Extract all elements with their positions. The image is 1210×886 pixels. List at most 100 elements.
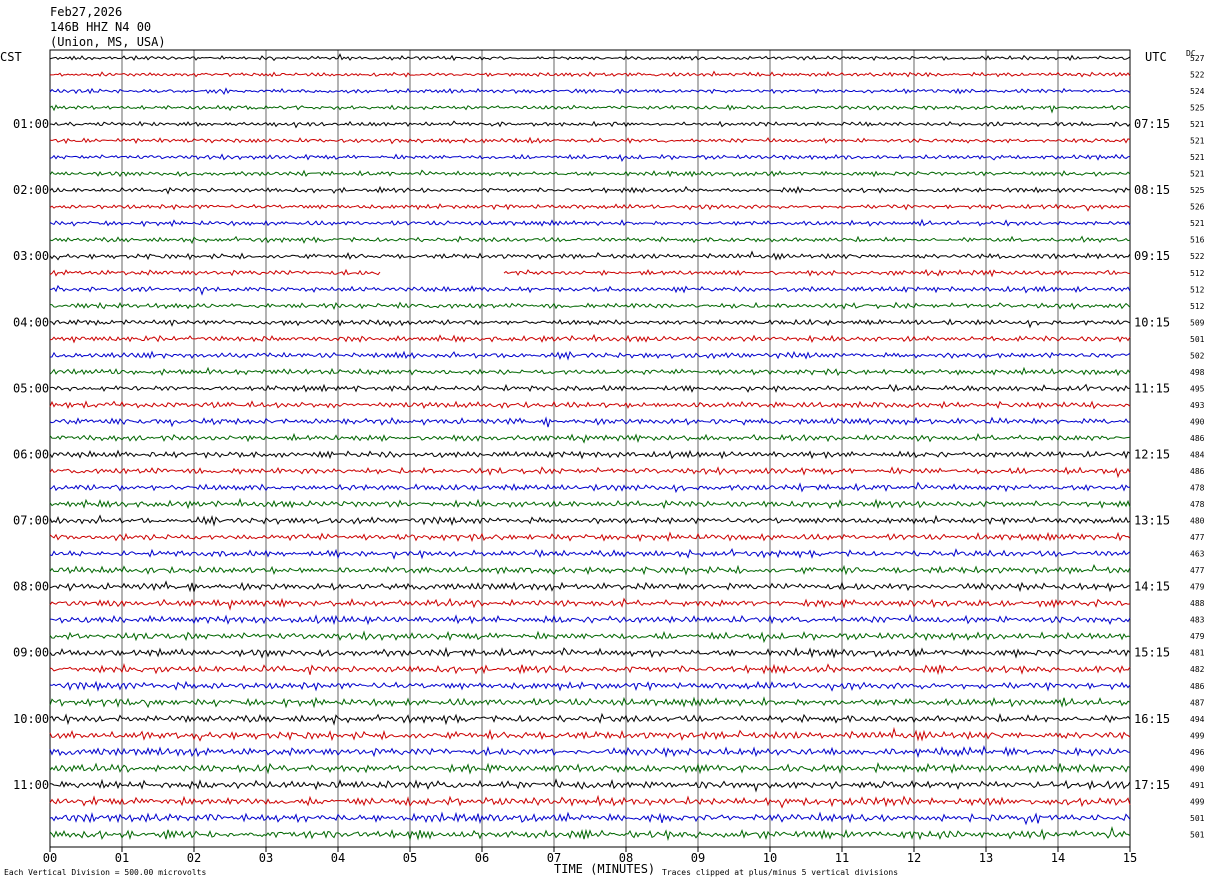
dc-offset-label: 525 [1190, 186, 1205, 195]
trace-line [49, 726, 1131, 742]
x-tick-label: 11 [835, 851, 849, 865]
trace-line [49, 825, 1131, 842]
dc-offset-label: 499 [1190, 731, 1205, 740]
dc-offset-label: 502 [1190, 351, 1205, 360]
dc-offset-label: 486 [1190, 467, 1205, 476]
station-code: 146B HHZ N4 00 [50, 20, 152, 34]
right-time-label: 08:15 [1134, 183, 1170, 197]
dc-offset-label: 521 [1190, 120, 1205, 129]
dc-offset-label: 478 [1190, 484, 1205, 493]
x-tick-label: 02 [187, 851, 201, 865]
dc-offset-label: 484 [1190, 450, 1205, 459]
dc-offset-label: 512 [1190, 269, 1205, 278]
dc-offset-label: 521 [1190, 153, 1205, 162]
trace-line [49, 104, 1131, 114]
trace-line [49, 745, 1131, 758]
trace-line [49, 597, 1131, 611]
dc-offset-label: 483 [1190, 616, 1205, 625]
trace-line [49, 284, 1131, 296]
x-tick-label: 05 [403, 851, 417, 865]
dc-offset-label: 521 [1190, 219, 1205, 228]
left-time-label: 05:00 [13, 381, 49, 395]
dc-offset-label: 526 [1190, 203, 1205, 212]
dc-offset-label: 496 [1190, 748, 1205, 757]
trace-line [49, 481, 1131, 494]
station-location: (Union, MS, USA) [50, 35, 166, 49]
x-tick-label: 08 [619, 851, 633, 865]
dc-offset-label: 501 [1190, 830, 1205, 839]
trace-line [49, 185, 1131, 195]
trace-line [49, 497, 1131, 510]
dc-offset-label: 486 [1190, 682, 1205, 691]
x-tick-label: 10 [763, 851, 777, 865]
trace-line [49, 333, 1131, 344]
trace-line [49, 663, 1131, 676]
trace-line [49, 153, 1131, 162]
trace-line [49, 712, 1131, 726]
dc-offset-label: 490 [1190, 417, 1205, 426]
dc-offset-label: 493 [1190, 401, 1205, 410]
dc-offset-label: 487 [1190, 698, 1205, 707]
trace-line [49, 646, 1131, 659]
trace-line [49, 416, 1131, 428]
record-date: Feb27,2026 [50, 5, 123, 19]
trace-line [49, 564, 1131, 576]
dc-offset-label: 479 [1190, 583, 1205, 592]
dc-offset-label: 498 [1190, 368, 1205, 377]
right-time-label: 17:15 [1134, 778, 1170, 792]
dc-offset-label: 512 [1190, 285, 1205, 294]
dc-offset-label: 516 [1190, 236, 1205, 245]
trace-line [49, 268, 381, 277]
dc-offset-label: 499 [1190, 797, 1205, 806]
footer-scale-note: Each Vertical Division = 500.00 microvol… [4, 868, 207, 877]
x-tick-label: 01 [115, 851, 129, 865]
trace-line [49, 580, 1131, 593]
dc-offset-label: 478 [1190, 500, 1205, 509]
trace-line [49, 318, 1131, 329]
trace-line [49, 794, 1131, 809]
dc-offset-label: 494 [1190, 715, 1205, 724]
dc-offset-label: 477 [1190, 533, 1205, 542]
x-tick-label: 00 [43, 851, 57, 865]
left-time-label: 07:00 [13, 514, 49, 528]
dc-label: DC [1186, 49, 1196, 58]
left-timezone-label: CST [0, 50, 22, 64]
trace-line [49, 466, 1131, 479]
right-time-label: 15:15 [1134, 646, 1170, 660]
trace-line [49, 531, 1131, 543]
trace-line [49, 547, 1131, 560]
x-tick-label: 06 [475, 851, 489, 865]
right-time-label: 07:15 [1134, 117, 1170, 131]
x-tick-label: 13 [979, 851, 993, 865]
plot-frame [49, 49, 1131, 848]
left-time-label: 02:00 [13, 183, 49, 197]
dc-offset-label: 482 [1190, 665, 1205, 674]
dc-offset-label: 521 [1190, 137, 1205, 146]
right-time-label: 09:15 [1134, 249, 1170, 263]
dc-offset-label: 501 [1190, 814, 1205, 823]
left-time-label: 04:00 [13, 315, 49, 329]
dc-offset-label: 488 [1190, 599, 1205, 608]
trace-line [49, 630, 1131, 644]
trace-line [49, 514, 1131, 527]
left-time-label: 11:00 [13, 778, 49, 792]
dc-offset-label: 486 [1190, 434, 1205, 443]
x-tick-label: 12 [907, 851, 921, 865]
trace-line [49, 432, 1131, 444]
trace-line [50, 120, 1131, 129]
right-time-label: 12:15 [1134, 447, 1170, 461]
x-tick-label: 07 [547, 851, 561, 865]
left-time-label: 09:00 [13, 646, 49, 660]
right-time-label: 13:15 [1134, 514, 1170, 528]
trace-line [50, 70, 1131, 78]
right-timezone-label: UTC [1145, 50, 1167, 64]
left-time-label: 08:00 [13, 580, 49, 594]
dc-offset-label: 509 [1190, 318, 1205, 327]
dc-offset-label: 501 [1190, 335, 1205, 344]
dc-offset-label: 495 [1190, 384, 1205, 393]
dc-offset-label: 477 [1190, 566, 1205, 575]
left-time-label: 03:00 [13, 249, 49, 263]
trace-line [49, 613, 1131, 626]
dc-offset-label: 522 [1190, 71, 1205, 80]
trace-line [49, 136, 1131, 145]
